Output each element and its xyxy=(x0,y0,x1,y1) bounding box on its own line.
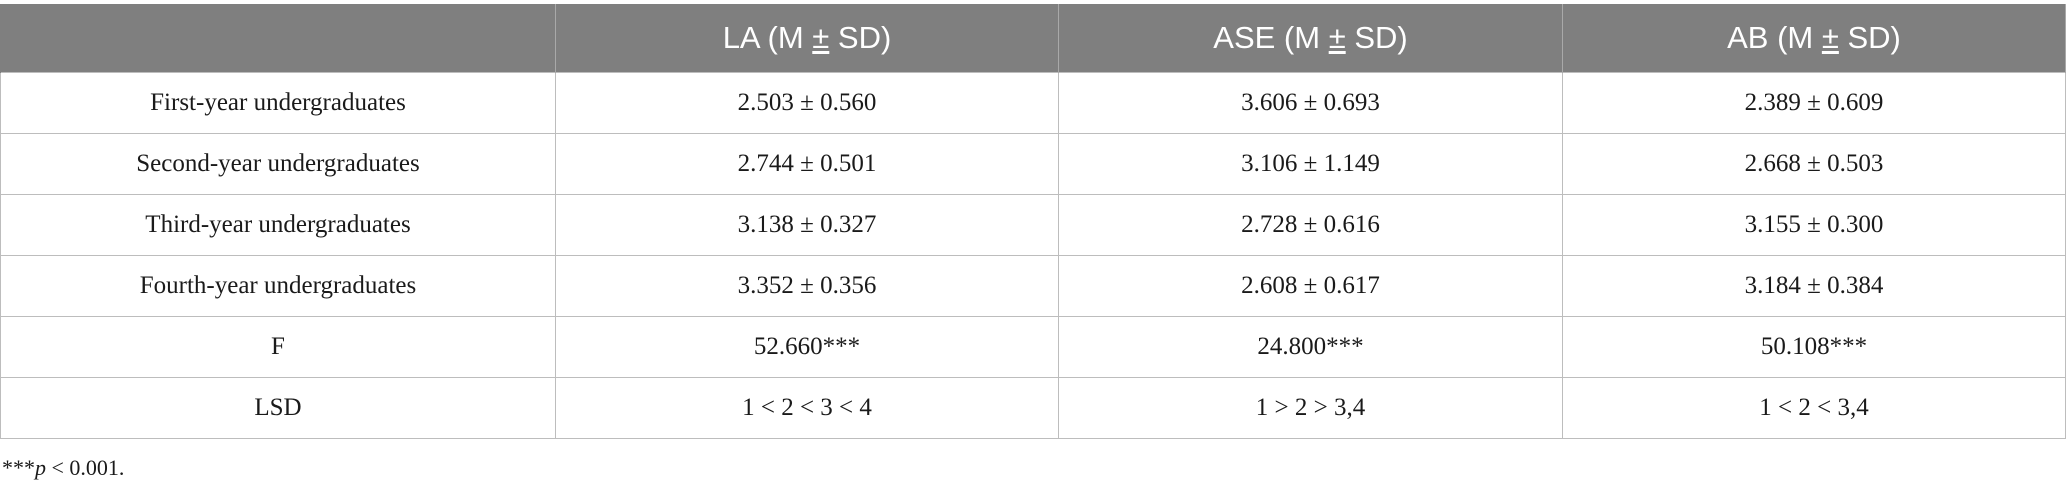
header-cell-la: LA (M ± SD) xyxy=(555,4,1059,73)
cell-ab: 3.184 ± 0.384 xyxy=(1562,255,2066,317)
header-la-suffix: SD) xyxy=(829,20,892,55)
header-ab-pm: ± xyxy=(1821,20,1839,55)
anova-table-container: LA (M ± SD) ASE (M ± SD) AB (M ± SD) Fir… xyxy=(0,4,2066,439)
cell-la: 1 < 2 < 3 < 4 xyxy=(555,377,1059,439)
header-cell-ase: ASE (M ± SD) xyxy=(1058,4,1563,73)
table-row: Second-year undergraduates 2.744 ± 0.501… xyxy=(0,133,2066,195)
footnote-rest: < 0.001. xyxy=(46,455,125,480)
cell-ab: 2.668 ± 0.503 xyxy=(1562,133,2066,195)
cell-ab: 1 < 2 < 3,4 xyxy=(1562,377,2066,439)
row-label: First-year undergraduates xyxy=(0,72,556,134)
header-ase-prefix: ASE (M xyxy=(1213,20,1329,55)
header-la-prefix: LA (M xyxy=(722,20,813,55)
row-label: F xyxy=(0,316,556,378)
header-row: LA (M ± SD) ASE (M ± SD) AB (M ± SD) xyxy=(0,4,2066,73)
table-header: LA (M ± SD) ASE (M ± SD) AB (M ± SD) xyxy=(0,4,2066,73)
cell-ab: 3.155 ± 0.300 xyxy=(1562,194,2066,256)
table-footnote: ***p < 0.001. xyxy=(2,455,124,481)
row-label: Fourth-year undergraduates xyxy=(0,255,556,317)
row-label: Second-year undergraduates xyxy=(0,133,556,195)
header-cell-empty xyxy=(0,4,556,73)
header-la-pm: ± xyxy=(812,20,830,55)
cell-ase: 2.608 ± 0.617 xyxy=(1058,255,1563,317)
cell-ase: 3.106 ± 1.149 xyxy=(1058,133,1563,195)
footnote-stars: *** xyxy=(2,455,35,480)
cell-ab: 50.108*** xyxy=(1562,316,2066,378)
anova-table: LA (M ± SD) ASE (M ± SD) AB (M ± SD) Fir… xyxy=(0,4,2066,439)
cell-la: 2.744 ± 0.501 xyxy=(555,133,1059,195)
row-label: LSD xyxy=(0,377,556,439)
table-row: LSD 1 < 2 < 3 < 4 1 > 2 > 3,4 1 < 2 < 3,… xyxy=(0,377,2066,439)
header-ab-prefix: AB (M xyxy=(1727,20,1822,55)
header-cell-ab: AB (M ± SD) xyxy=(1562,4,2066,73)
header-ase-suffix: SD) xyxy=(1345,20,1408,55)
cell-la: 52.660*** xyxy=(555,316,1059,378)
header-ab-suffix: SD) xyxy=(1838,20,1901,55)
cell-ase: 3.606 ± 0.693 xyxy=(1058,72,1563,134)
table-row: Third-year undergraduates 3.138 ± 0.327 … xyxy=(0,194,2066,256)
table-row: First-year undergraduates 2.503 ± 0.560 … xyxy=(0,72,2066,134)
table-row: F 52.660*** 24.800*** 50.108*** xyxy=(0,316,2066,378)
header-ase-pm: ± xyxy=(1328,20,1346,55)
footnote-p-symbol: p xyxy=(35,455,46,480)
table-row: Fourth-year undergraduates 3.352 ± 0.356… xyxy=(0,255,2066,317)
cell-la: 3.352 ± 0.356 xyxy=(555,255,1059,317)
cell-ase: 1 > 2 > 3,4 xyxy=(1058,377,1563,439)
cell-ase: 24.800*** xyxy=(1058,316,1563,378)
cell-ab: 2.389 ± 0.609 xyxy=(1562,72,2066,134)
cell-ase: 2.728 ± 0.616 xyxy=(1058,194,1563,256)
row-label: Third-year undergraduates xyxy=(0,194,556,256)
cell-la: 2.503 ± 0.560 xyxy=(555,72,1059,134)
cell-la: 3.138 ± 0.327 xyxy=(555,194,1059,256)
table-body: First-year undergraduates 2.503 ± 0.560 … xyxy=(0,72,2066,439)
